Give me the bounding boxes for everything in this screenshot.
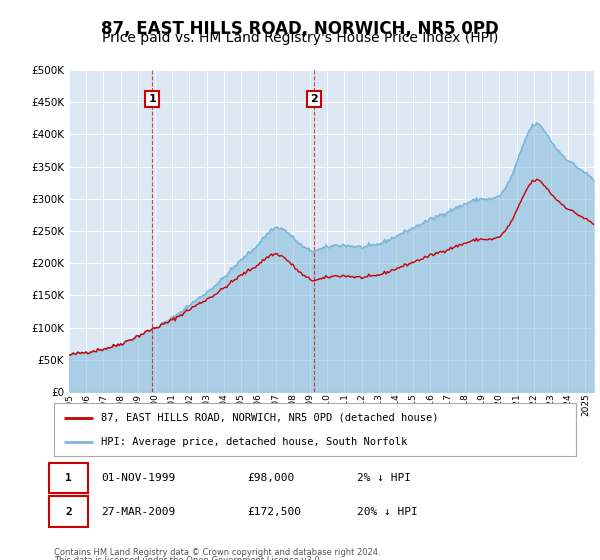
FancyBboxPatch shape (49, 496, 88, 527)
Text: Price paid vs. HM Land Registry's House Price Index (HPI): Price paid vs. HM Land Registry's House … (102, 31, 498, 45)
Text: 2% ↓ HPI: 2% ↓ HPI (357, 473, 411, 483)
Text: 87, EAST HILLS ROAD, NORWICH, NR5 0PD: 87, EAST HILLS ROAD, NORWICH, NR5 0PD (101, 20, 499, 38)
Text: This data is licensed under the Open Government Licence v3.0.: This data is licensed under the Open Gov… (54, 556, 322, 560)
Text: 1: 1 (65, 473, 72, 483)
FancyBboxPatch shape (49, 463, 88, 493)
Text: 20% ↓ HPI: 20% ↓ HPI (357, 506, 418, 516)
Text: 2: 2 (65, 506, 72, 516)
Text: Contains HM Land Registry data © Crown copyright and database right 2024.: Contains HM Land Registry data © Crown c… (54, 548, 380, 557)
Text: 01-NOV-1999: 01-NOV-1999 (101, 473, 175, 483)
Text: 1: 1 (148, 94, 156, 104)
Text: 87, EAST HILLS ROAD, NORWICH, NR5 0PD (detached house): 87, EAST HILLS ROAD, NORWICH, NR5 0PD (d… (101, 413, 439, 423)
Text: £98,000: £98,000 (247, 473, 295, 483)
Text: HPI: Average price, detached house, South Norfolk: HPI: Average price, detached house, Sout… (101, 437, 407, 447)
Text: 2: 2 (310, 94, 318, 104)
Text: £172,500: £172,500 (247, 506, 301, 516)
Text: 27-MAR-2009: 27-MAR-2009 (101, 506, 175, 516)
